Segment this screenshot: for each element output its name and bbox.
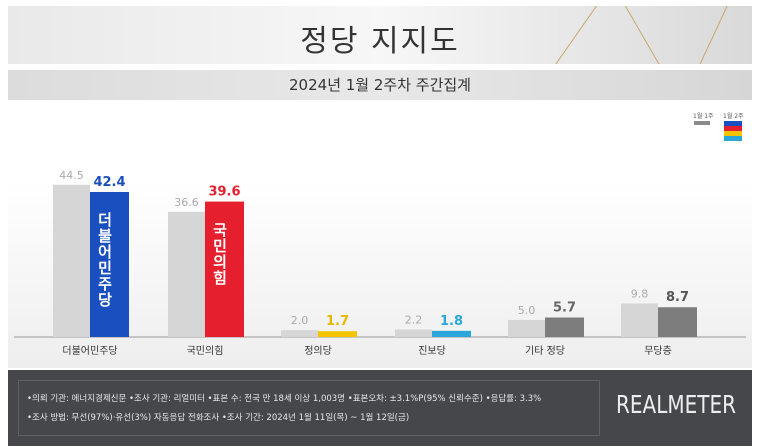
bar-current <box>432 330 471 337</box>
category-label: 기타 정당 <box>525 345 565 357</box>
bar-prev <box>281 330 318 337</box>
value-label-current: 39.6 <box>208 185 240 200</box>
value-label-prev: 9.8 <box>631 287 649 300</box>
survey-info: •의뢰 기관: 에너지경제신문 •조사 기관: 리얼미터 •표본 수: 전국 만… <box>18 380 600 436</box>
bar-prev <box>168 211 205 337</box>
value-label-prev: 5.0 <box>518 304 536 317</box>
bar-current <box>545 317 584 337</box>
category-label: 더불어민주당 <box>62 345 117 357</box>
bar-prev <box>508 319 545 337</box>
legend-label-prev: 1월 1주 <box>693 113 714 120</box>
bar-prev <box>53 184 90 337</box>
value-label-prev: 2.2 <box>405 313 423 326</box>
brand-logo: REALMETER <box>616 390 736 419</box>
survey-info-line2: •조사 방법: 무선(97%)·유선(3%) 자동응답 전화조사 •조사 기간:… <box>27 413 410 423</box>
value-label-current: 5.7 <box>553 301 576 316</box>
category-label: 국민의힘 <box>187 345 224 357</box>
page-title: 정당 지지도 <box>300 24 460 59</box>
bar-current <box>90 191 129 337</box>
title-band: 정당 지지도 <box>8 6 752 64</box>
legend-label-current: 1월 2주 <box>723 113 744 120</box>
survey-info-line1: •의뢰 기관: 에너지경제신문 •조사 기관: 리얼미터 •표본 수: 전국 만… <box>27 394 542 404</box>
value-label-current: 8.7 <box>666 290 689 305</box>
value-label-prev: 36.6 <box>174 196 199 209</box>
value-label-current: 1.7 <box>326 314 349 329</box>
category-label: 무당층 <box>644 345 672 357</box>
value-label-prev: 44.5 <box>59 169 84 182</box>
footer: •의뢰 기관: 에너지경제신문 •조사 기관: 리얼미터 •표본 수: 전국 만… <box>8 370 752 446</box>
legend-swatch-prev <box>694 121 710 125</box>
value-label-current: 1.8 <box>440 314 463 329</box>
category-label: 정의당 <box>304 345 332 357</box>
bar-inner-label: 더불어민주당 <box>96 212 114 308</box>
value-label-prev: 2.0 <box>291 314 309 327</box>
bar-inner-label: 국민의힘 <box>211 222 229 286</box>
subtitle: 2024년 1월 2주차 주간집계 <box>8 70 752 100</box>
bar-prev <box>395 329 432 337</box>
bar-current <box>205 201 244 337</box>
category-label: 진보당 <box>418 345 446 357</box>
legend-swatch-current <box>724 121 742 141</box>
bar-current <box>318 331 357 337</box>
bar-prev <box>621 303 658 337</box>
value-label-current: 42.4 <box>93 175 125 190</box>
bar-current <box>658 307 697 337</box>
